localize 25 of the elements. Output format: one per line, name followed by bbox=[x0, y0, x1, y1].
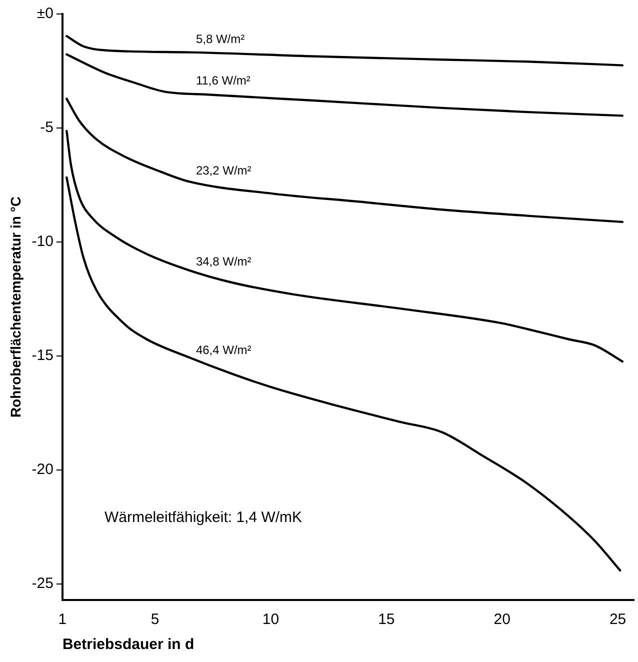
x-tick-label: 1 bbox=[58, 611, 67, 628]
annotation: Wärmeleitfähigkeit: 1,4 W/mK bbox=[104, 509, 302, 526]
x-tick-label: 25 bbox=[609, 611, 626, 628]
line-series bbox=[66, 98, 624, 224]
series-label: 23,2 W/m² bbox=[196, 163, 252, 178]
x-tick-label: 20 bbox=[494, 611, 510, 628]
x-tick-label: 5 bbox=[150, 611, 160, 628]
line-series bbox=[66, 53, 624, 117]
line-series bbox=[66, 35, 624, 66]
series-label: 11,6 W/m² bbox=[196, 74, 250, 88]
y-tick-label: -10 bbox=[32, 233, 54, 250]
y-tick-label: ±0 bbox=[36, 5, 54, 22]
y-tick-label: -15 bbox=[32, 347, 54, 364]
series-label: 5,8 W/m² bbox=[196, 32, 245, 46]
x-tick-label: 15 bbox=[378, 611, 395, 628]
x-tick-label: 10 bbox=[262, 611, 280, 628]
series-label: 34,8 W/m² bbox=[196, 254, 252, 268]
y-tick-label: -20 bbox=[32, 461, 54, 478]
x-axis-title: Betriebsdauer in d bbox=[62, 636, 194, 654]
line-series bbox=[66, 176, 622, 572]
series-label: 46,4 W/m² bbox=[196, 343, 252, 358]
line-series bbox=[66, 130, 624, 363]
y-tick-label: -25 bbox=[32, 575, 54, 592]
y-axis-title: Rohroberflächentemperatur in °C bbox=[7, 196, 24, 418]
y-tick-label: -5 bbox=[40, 119, 54, 136]
